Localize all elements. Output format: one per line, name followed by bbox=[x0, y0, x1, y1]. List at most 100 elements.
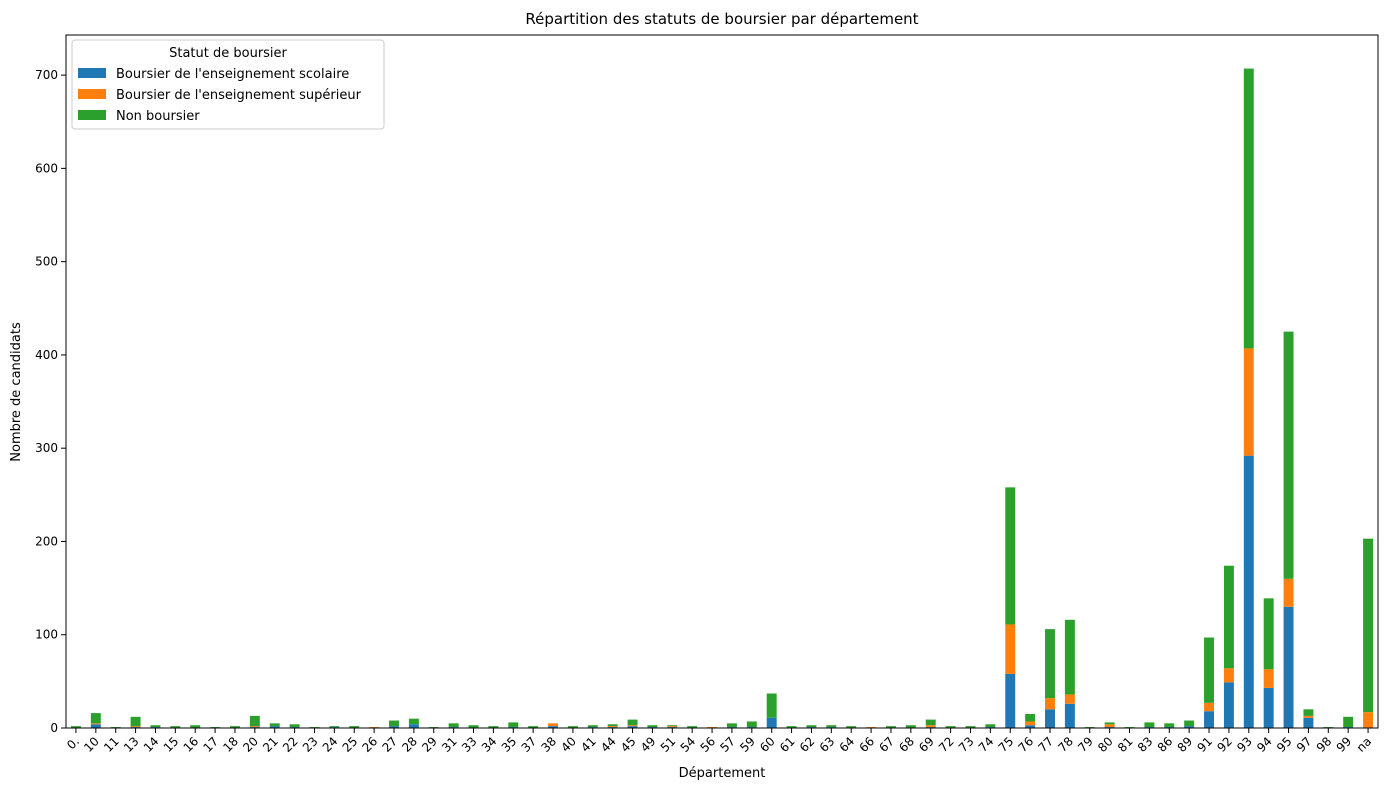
bar-segment-33-series-2 bbox=[468, 725, 479, 728]
x-tick-label: 75 bbox=[996, 734, 1017, 755]
x-tick-label: 34 bbox=[479, 734, 500, 755]
bar-segment-31-series-2 bbox=[448, 723, 459, 728]
bar-segment-40-series-2 bbox=[567, 726, 578, 728]
x-tick-label: 22 bbox=[280, 734, 301, 755]
bar-segment-92-series-2 bbox=[1223, 565, 1234, 669]
bar-segment-20-series-2 bbox=[249, 715, 260, 727]
x-tick-label: 37 bbox=[519, 734, 540, 755]
bar-segment-59-series-2 bbox=[746, 721, 757, 728]
bar-segment-76-series-1 bbox=[1025, 721, 1036, 726]
y-tick-label: 600 bbox=[35, 161, 58, 175]
bar-segment-86-series-2 bbox=[1164, 723, 1175, 728]
bar-segment-13-series-1 bbox=[130, 726, 141, 728]
x-tick-label: 72 bbox=[936, 734, 957, 755]
bar-segment-21-series-0 bbox=[269, 726, 280, 728]
x-tick-label: 92 bbox=[1214, 734, 1235, 755]
bar-segment-64-series-2 bbox=[846, 726, 857, 728]
bar-segment-27-series-2 bbox=[389, 720, 399, 727]
bar-segment-10-series-1 bbox=[90, 723, 101, 725]
bar-segment-77-series-2 bbox=[1045, 629, 1055, 699]
x-tick-label: 35 bbox=[499, 734, 520, 755]
bar-segment-49-series-2 bbox=[647, 725, 658, 728]
bar-segment-45-series-1 bbox=[627, 725, 638, 727]
bar-segment-14-series-2 bbox=[150, 725, 161, 728]
x-tick-label: 28 bbox=[399, 734, 420, 755]
bar-segment-91-series-1 bbox=[1204, 702, 1214, 712]
bar-segment-76-series-2 bbox=[1025, 714, 1036, 722]
bar-segment-28-series-0 bbox=[408, 724, 419, 728]
x-tick-label: 64 bbox=[837, 734, 858, 755]
bar-segment-89-series-0 bbox=[1184, 726, 1195, 728]
x-tick-label: 91 bbox=[1194, 734, 1215, 755]
legend-label-series-1: Boursier de l'enseignement supérieur bbox=[116, 88, 362, 103]
y-tick-label: 700 bbox=[35, 68, 58, 82]
x-tick-label: 94 bbox=[1254, 734, 1275, 755]
bar-segment-37-series-2 bbox=[528, 726, 539, 728]
x-tick-label: 60 bbox=[757, 734, 778, 755]
x-tick-label: 97 bbox=[1294, 734, 1315, 755]
x-tick-label: 29 bbox=[419, 734, 440, 755]
bar-segment-na-series-1 bbox=[1363, 712, 1374, 728]
bar-segment-20-series-1 bbox=[249, 726, 260, 728]
bar-segment-10-series-0 bbox=[90, 724, 101, 728]
x-tick-label: 77 bbox=[1035, 734, 1056, 755]
x-tick-label: 73 bbox=[956, 734, 977, 755]
bar-segment-15-series-2 bbox=[170, 726, 181, 728]
legend-swatch-series-2 bbox=[78, 110, 106, 120]
x-tick-label: 57 bbox=[717, 734, 738, 755]
chart-title: Répartition des statuts de boursier par … bbox=[525, 10, 918, 28]
x-tick-label: 66 bbox=[857, 734, 878, 755]
x-tick-label: 99 bbox=[1334, 734, 1355, 755]
bar-segment-99-series-2 bbox=[1343, 716, 1354, 728]
bar-segment-95-series-2 bbox=[1283, 331, 1294, 579]
bar-segment-91-series-2 bbox=[1204, 637, 1214, 703]
bar-segment-45-series-0 bbox=[627, 726, 638, 728]
x-tick-label: 59 bbox=[737, 734, 758, 755]
x-tick-label: 31 bbox=[439, 734, 460, 755]
x-tick-label: 81 bbox=[1115, 734, 1136, 755]
x-tick-label: 86 bbox=[1155, 734, 1176, 755]
bar-segment-na-series-2 bbox=[1363, 538, 1374, 713]
axes-layer: 0 100 200 300 400 500 600 700 0. 10 11 13 14 15 16 17 18… bbox=[35, 34, 1379, 755]
x-tick-label: 38 bbox=[538, 734, 559, 755]
plot-frame bbox=[65, 34, 1379, 729]
bar-segment-28-series-2 bbox=[408, 718, 419, 725]
bar-segment-72-series-2 bbox=[945, 726, 956, 728]
legend-items: Boursier de l'enseignement scolaire Bours… bbox=[78, 67, 362, 124]
y-tick-label: 100 bbox=[35, 628, 58, 642]
bar-segment-89-series-2 bbox=[1184, 720, 1195, 727]
bar-segment-21-series-2 bbox=[269, 723, 280, 727]
bar-segment-80-series-2 bbox=[1104, 722, 1115, 725]
bar-segment-94-series-1 bbox=[1263, 669, 1274, 688]
bar-segment-63-series-2 bbox=[826, 725, 837, 728]
x-tick-label: 44 bbox=[598, 734, 619, 755]
bar-segment-93-series-0 bbox=[1243, 455, 1254, 728]
x-tick-label: 67 bbox=[876, 734, 897, 755]
bar-segment-77-series-1 bbox=[1045, 698, 1055, 710]
bar-segment-62-series-2 bbox=[806, 725, 817, 728]
bar-segment-93-series-2 bbox=[1243, 68, 1254, 349]
bar-segment-54-series-2 bbox=[687, 726, 698, 728]
x-tick-label: 68 bbox=[896, 734, 917, 755]
x-tick-label: 13 bbox=[121, 734, 142, 755]
legend-label-series-2: Non boursier bbox=[116, 109, 200, 124]
x-tick-label: 61 bbox=[777, 734, 798, 755]
y-tick-label: 400 bbox=[35, 348, 58, 362]
bar-segment-45-series-2 bbox=[627, 719, 638, 726]
x-tick-label: 24 bbox=[320, 734, 341, 755]
legend-label-series-0: Boursier de l'enseignement scolaire bbox=[116, 67, 349, 82]
y-tick-label: 500 bbox=[35, 255, 58, 269]
bar-segment-38-series-1 bbox=[548, 723, 558, 727]
bar-segment-27-series-0 bbox=[389, 726, 399, 728]
x-tick-label: 23 bbox=[300, 734, 321, 755]
bar-segment-74-series-2 bbox=[985, 724, 996, 728]
bar-segment-18-series-2 bbox=[230, 726, 240, 728]
bar-segment-67-series-2 bbox=[886, 726, 896, 728]
y-tick-label: 200 bbox=[35, 534, 58, 548]
bar-segment-34-series-2 bbox=[488, 726, 499, 728]
legend-swatch-series-0 bbox=[78, 68, 106, 78]
legend-title: Statut de boursier bbox=[169, 46, 287, 61]
bar-segment-51-series-1 bbox=[667, 726, 678, 728]
